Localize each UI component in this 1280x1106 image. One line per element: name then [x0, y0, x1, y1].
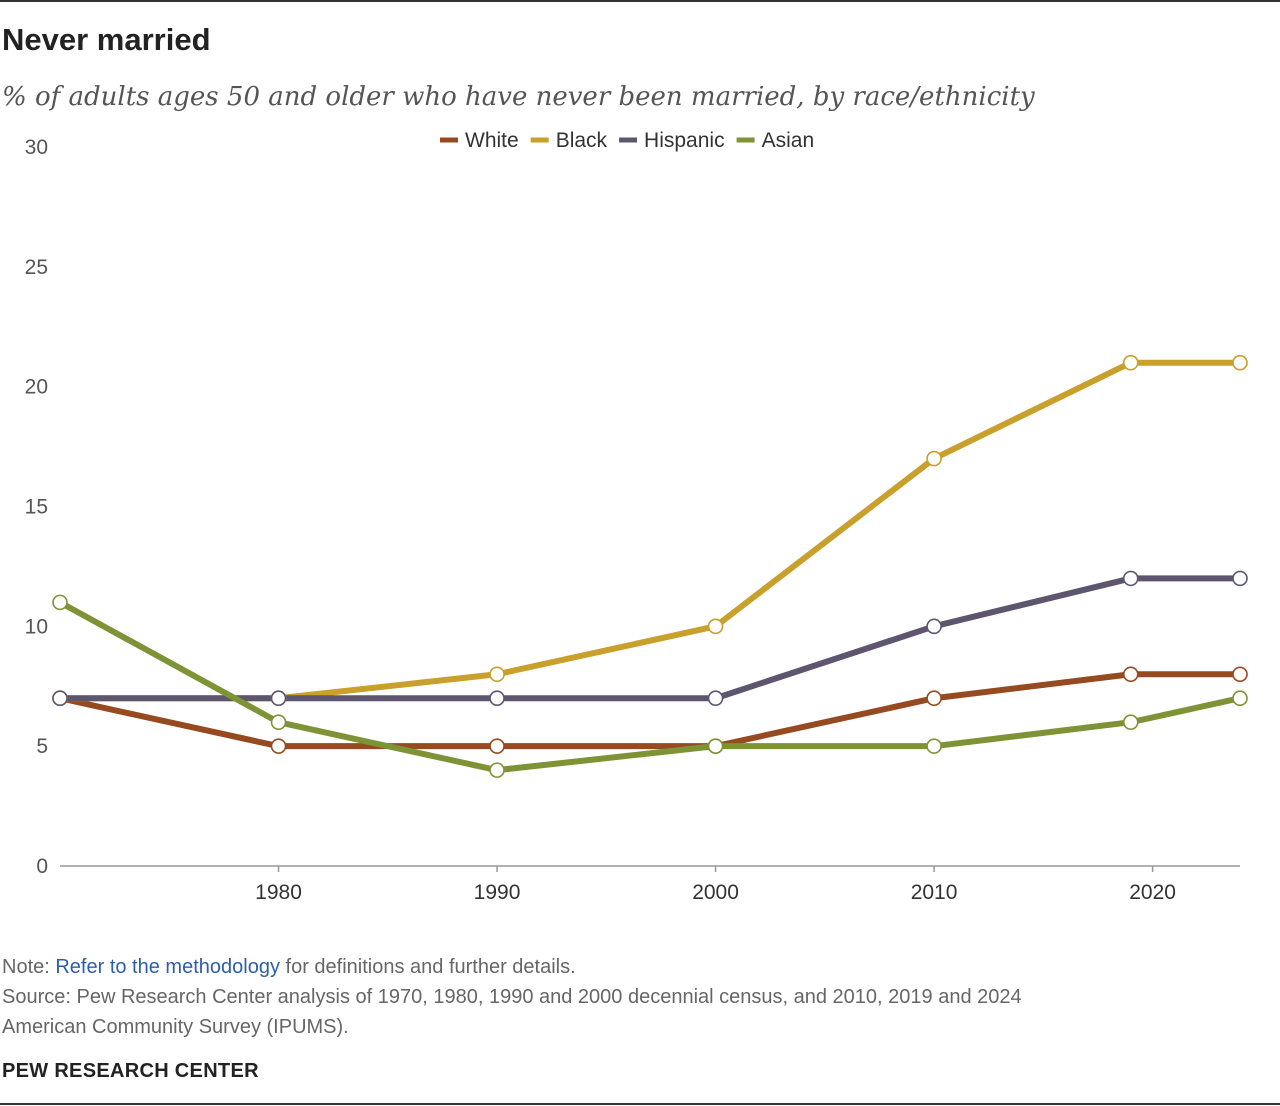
x-axis-ticks: 1980 1990 2000 2010 2020	[255, 866, 1176, 904]
point-hispanic-2019	[1122, 570, 1139, 587]
x-tick-label-1990: 1990	[474, 881, 521, 904]
point-asian-2019	[1122, 714, 1139, 731]
legend-label-black: Black	[556, 129, 608, 152]
note-suffix: for definitions and further details.	[279, 956, 576, 978]
point-asian-1980	[270, 714, 287, 731]
y-tick-label-30: 30	[25, 136, 48, 159]
point-hispanic-1970	[52, 690, 68, 707]
point-black-2000	[707, 618, 724, 635]
note-prefix: Note:	[2, 956, 56, 978]
point-hispanic-2024	[1232, 570, 1248, 587]
x-tick-label-2020: 2020	[1129, 881, 1176, 904]
y-axis-ticks: 0 5 10 15 20 25 30	[25, 136, 48, 878]
series-line-white	[57, 671, 1243, 750]
chart-notes: Note: Refer to the methodology for defin…	[2, 952, 1242, 1042]
legend-label-asian: Asian	[762, 129, 815, 152]
line-chart: 0 5 10 15 20 25 30 1980 1990 2000 2010 2020 White B…	[25, 129, 1248, 904]
source-line-1: Source: Pew Research Center analysis of …	[2, 986, 1022, 1008]
point-white-2010	[926, 690, 942, 707]
source-line-2: American Community Survey (IPUMS).	[2, 1016, 349, 1038]
y-tick-label-15: 15	[25, 496, 48, 519]
point-asian-1990	[489, 762, 505, 778]
point-white-1980	[270, 738, 287, 754]
chart-title: Never married	[2, 22, 211, 57]
chart-legend: White Black Hispanic Asian	[440, 129, 814, 152]
brand-logo-text: PEW RESEARCH CENTER	[2, 1060, 259, 1082]
point-white-2024	[1232, 666, 1248, 683]
chart-subtitle: % of adults ages 50 and older who have n…	[2, 82, 1035, 112]
legend-label-white: White	[465, 129, 519, 152]
point-asian-1970	[52, 594, 68, 611]
top-rule	[0, 0, 1280, 2]
point-asian-2010	[926, 738, 942, 754]
point-black-2024	[1232, 354, 1248, 371]
y-tick-label-25: 25	[25, 256, 48, 279]
point-white-2019	[1122, 666, 1139, 683]
point-black-2019	[1122, 354, 1139, 371]
x-tick-label-2000: 2000	[692, 881, 739, 904]
point-hispanic-1990	[489, 690, 505, 707]
point-black-2010	[926, 450, 942, 467]
series-lines	[57, 359, 1243, 774]
point-asian-2000	[707, 738, 724, 754]
y-tick-label-10: 10	[25, 615, 48, 638]
bottom-rule	[0, 1103, 1280, 1105]
point-hispanic-2000	[707, 690, 724, 707]
point-hispanic-1980	[270, 690, 287, 707]
x-tick-label-1980: 1980	[255, 881, 302, 904]
point-hispanic-2010	[926, 618, 942, 635]
methodology-link[interactable]: Refer to the methodology	[55, 956, 280, 978]
note-line: Note: Refer to the methodology for defin…	[2, 952, 1242, 982]
y-tick-label-20: 20	[25, 376, 48, 399]
series-line-black	[57, 359, 1243, 702]
series-points	[52, 354, 1248, 778]
y-tick-label-5: 5	[36, 735, 48, 758]
legend-label-hispanic: Hispanic	[644, 129, 725, 152]
point-black-1990	[489, 666, 505, 683]
point-white-1990	[489, 738, 505, 754]
point-asian-2024	[1232, 690, 1248, 707]
x-tick-label-2010: 2010	[911, 881, 958, 904]
y-tick-label-0: 0	[36, 855, 48, 878]
